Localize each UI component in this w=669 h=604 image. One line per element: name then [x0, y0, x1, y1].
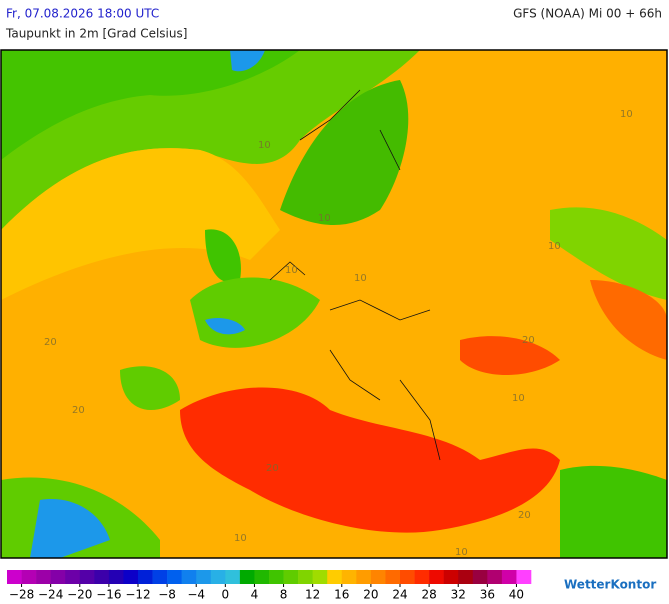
- contour-label: 10: [318, 213, 331, 224]
- colorbar-label: −20: [67, 588, 92, 601]
- color-swatch: [327, 570, 343, 584]
- color-swatch: [283, 570, 299, 584]
- contour-label: 20: [522, 335, 535, 346]
- contour-label: 20: [518, 510, 531, 521]
- colorbar-label: −28: [9, 588, 34, 601]
- colorbar-label: 20: [363, 588, 378, 601]
- valid-time: Fr, 07.08.2026 18:00 UTC: [6, 7, 159, 21]
- color-swatch: [181, 570, 197, 584]
- colorbar-label: 36: [480, 588, 495, 601]
- color-swatch: [269, 570, 284, 584]
- colorbar-label: 32: [451, 588, 466, 601]
- color-swatch: [152, 570, 168, 584]
- color-swatch: [487, 570, 503, 584]
- contour-label: 10: [455, 547, 468, 558]
- color-swatch: [443, 570, 459, 584]
- colorbar-label: −16: [96, 588, 121, 601]
- colorbar-label: 0: [222, 588, 230, 601]
- color-swatch: [516, 570, 532, 584]
- color-swatch: [341, 570, 357, 584]
- color-swatch: [458, 570, 474, 584]
- color-swatch: [400, 570, 415, 584]
- contour-label: 20: [72, 405, 85, 416]
- model-run: GFS (NOAA) Mi 00 + 66h: [513, 7, 662, 21]
- color-swatch: [298, 570, 313, 584]
- color-swatch: [36, 570, 51, 584]
- color-swatch: [356, 570, 372, 584]
- colorbar-label: 12: [305, 588, 320, 601]
- color-swatch: [210, 570, 226, 584]
- color-swatch: [108, 570, 124, 584]
- color-swatch: [225, 570, 241, 584]
- colorbar-label: 24: [392, 588, 407, 601]
- color-swatch: [385, 570, 401, 584]
- color-swatch: [472, 570, 488, 584]
- colorbar-label: −4: [187, 588, 205, 601]
- color-swatch: [21, 570, 37, 584]
- color-swatch: [501, 570, 517, 584]
- contour-label: 10: [620, 109, 633, 120]
- colorbar-label: 4: [251, 588, 259, 601]
- color-swatch: [429, 570, 444, 584]
- color-swatch: [196, 570, 212, 584]
- brand: WetterKontor: [564, 578, 656, 592]
- map: 10 10 10 10 10 10 20 20 20 10 10 20 10 2…: [0, 49, 668, 559]
- color-swatch: [138, 570, 153, 584]
- color-swatch: [94, 570, 110, 584]
- color-swatch: [414, 570, 430, 584]
- colorbar-label: 16: [334, 588, 349, 601]
- parameter: Taupunkt in 2m [Grad Celsius]: [5, 27, 187, 41]
- color-swatch: [254, 570, 270, 584]
- colorbar-label: 8: [280, 588, 288, 601]
- contour-label: 10: [234, 533, 247, 544]
- color-swatch: [65, 570, 81, 584]
- map-frame: [0, 49, 668, 559]
- colorbar-label: −24: [38, 588, 63, 601]
- colorbar: −28 −24 −20 −16 −12 −8 −4 0 4 8 12 16 20 24 28 32 36 40: [7, 570, 532, 602]
- contour-label: 10: [258, 140, 271, 151]
- colorbar-label: −12: [125, 588, 150, 601]
- colorbar-label: 28: [421, 588, 436, 601]
- contour-label: 10: [285, 265, 298, 276]
- color-swatch: [50, 570, 66, 584]
- color-swatch: [239, 570, 255, 584]
- color-swatch: [7, 570, 22, 584]
- contour-label: 10: [512, 393, 525, 404]
- contour-label: 20: [44, 337, 57, 348]
- color-swatch: [123, 570, 139, 584]
- contour-label: 10: [354, 273, 367, 284]
- color-swatch: [312, 570, 328, 584]
- colorbar-label: −8: [158, 588, 176, 601]
- contour-label: 20: [266, 463, 279, 474]
- contour-label: 10: [548, 241, 561, 252]
- color-swatch: [79, 570, 95, 584]
- colorbar-label: 40: [509, 588, 524, 601]
- color-swatch: [370, 570, 386, 584]
- color-swatch: [167, 570, 182, 584]
